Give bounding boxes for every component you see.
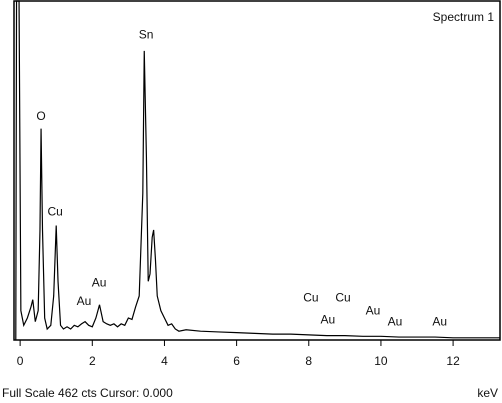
chart-title: Spectrum 1 <box>433 10 495 24</box>
x-axis-label: keV <box>477 386 498 400</box>
peak-label: Cu <box>335 290 350 304</box>
spectrum-line <box>15 0 500 341</box>
plot-frame <box>13 0 501 341</box>
x-tick-label: 8 <box>305 354 312 368</box>
peak-label: Au <box>77 294 92 308</box>
peak-label: Cu <box>303 290 318 304</box>
x-tick-label: 2 <box>89 354 96 368</box>
x-tick-label: 6 <box>233 354 240 368</box>
x-tick-label: 0 <box>17 354 24 368</box>
peak-label: Au <box>388 315 403 329</box>
x-tick-label: 4 <box>161 354 168 368</box>
peak-label: Au <box>432 315 447 329</box>
x-tick-label: 10 <box>374 354 388 368</box>
peak-label: Au <box>92 276 107 290</box>
peak-label: Sn <box>139 28 154 42</box>
x-tick-label: 12 <box>446 354 460 368</box>
peak-label: Au <box>366 304 381 318</box>
footer: Full Scale 462 cts Cursor: 0.000 <box>2 386 173 400</box>
peak-label: Au <box>321 312 336 326</box>
peak-label: Cu <box>47 204 62 218</box>
peak-label: O <box>36 109 45 123</box>
